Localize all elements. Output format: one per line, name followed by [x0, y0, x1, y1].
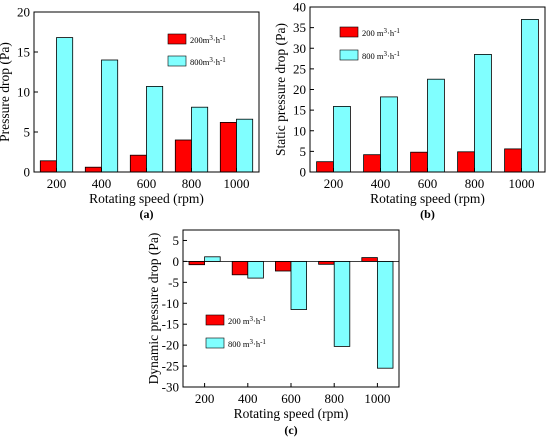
x-tick-label: 1000 [224, 176, 250, 191]
y-axis-label: Pressure drop (Pa) [0, 42, 12, 142]
x-tick-label: 400 [92, 176, 112, 191]
bar-series2-600 [146, 86, 164, 173]
chart-panel-1: 0 5 10 15 20 200 400 600 800 1000 Rotating speed (… [0, 5, 260, 221]
bar-series2-800 [191, 106, 209, 173]
x-tick-label: 200 [324, 176, 344, 191]
y-tick-label: 15 [17, 45, 30, 60]
y-tick-label: -10 [162, 296, 179, 311]
legend-swatch-1 [167, 33, 187, 45]
y-tick-label: 30 [293, 41, 306, 56]
bar-series1-800 [174, 139, 192, 173]
x-tick-label: 800 [324, 391, 344, 406]
bar-series1-200 [188, 260, 206, 266]
x-tick-label: 200 [47, 176, 67, 191]
y-axis-label: Static pressure drop (Pa) [273, 23, 288, 156]
y-tick-label: 10 [17, 85, 30, 100]
x-tick-label: 400 [371, 176, 391, 191]
bar-series1-600 [274, 260, 292, 272]
bar-series2-200 [56, 37, 74, 173]
y-tick-label: -15 [162, 317, 179, 332]
panel-tag: (c) [284, 423, 297, 437]
legend-label-2: 800 m3​·h-1​ [362, 50, 400, 61]
x-tick-label: 200 [195, 391, 215, 406]
bar-series1-1000 [219, 122, 237, 173]
y-tick-label: 20 [293, 82, 306, 97]
bar-series1-1000 [361, 257, 378, 262]
bar-series2-200 [333, 106, 351, 173]
legend-swatch-1 [205, 314, 225, 326]
y-tick-label: 20 [17, 5, 30, 20]
bar-series1-400 [84, 166, 102, 173]
x-tick-label: 400 [238, 391, 258, 406]
y-tick-label: 10 [293, 123, 306, 138]
bar-series1-400 [363, 154, 381, 173]
y-tick-label: 5 [300, 144, 307, 159]
chart-panel-3: -30 -25 -20 -15 -10 -5 0 5 200 400 600 800 1000 Rotat… [146, 229, 400, 437]
bar-series1-200 [316, 161, 334, 173]
bar-series2-1000 [376, 260, 394, 369]
x-axis-label: Rotating speed (rpm) [89, 191, 204, 206]
legend-swatch-2 [339, 49, 359, 61]
bar-series2-200 [204, 256, 221, 262]
y-tick-label: -25 [162, 359, 179, 374]
legend-label-1: 200m3​·h-1​ [190, 34, 226, 45]
x-axis-label: Rotating speed (rpm) [370, 191, 485, 206]
bar-series1-800 [318, 260, 335, 265]
x-axis-label: Rotating speed (rpm) [234, 406, 349, 421]
panel-tag: (a) [140, 207, 154, 221]
bar-series2-600 [290, 260, 308, 310]
legend-swatch-2 [205, 337, 225, 349]
y-tick-label: -20 [162, 338, 179, 353]
y-axis-label: Dynamic pressure drop (Pa) [146, 233, 161, 385]
bar-series1-200 [39, 160, 57, 173]
bar-series2-1000 [521, 18, 539, 173]
y-tick-label: 25 [293, 61, 306, 76]
x-tick-label: 1000 [364, 391, 390, 406]
x-tick-label: 1000 [509, 176, 535, 191]
bar-series2-1000 [236, 118, 254, 173]
bar-series2-800 [474, 54, 492, 173]
chart-panel-2: 0 5 10 15 20 25 30 35 40 200 400 600 800 1000 Rotating… [273, 0, 546, 221]
bar-series2-400 [101, 59, 119, 173]
bar-series2-800 [333, 260, 351, 347]
legend-label-2: 800 m3​·h-1​ [228, 338, 266, 349]
bar-series1-800 [457, 151, 475, 173]
bar-series2-400 [247, 260, 264, 279]
x-tick-label: 600 [137, 176, 157, 191]
legend-label-2: 800m3​·h-1​ [190, 56, 226, 67]
bar-series1-600 [129, 154, 147, 173]
x-tick-label: 600 [418, 176, 438, 191]
y-tick-label: 0 [173, 254, 180, 269]
bar-series1-600 [410, 151, 428, 173]
x-tick-label: 800 [182, 176, 202, 191]
y-tick-label: 0 [300, 165, 307, 180]
bar-series2-600 [427, 78, 445, 173]
legend-swatch-1 [339, 26, 359, 38]
y-tick-label: -5 [168, 275, 179, 290]
x-tick-label: 800 [465, 176, 485, 191]
panel-tag: (b) [420, 207, 435, 221]
bar-series1-1000 [504, 148, 522, 173]
y-tick-label: 15 [293, 103, 306, 118]
y-tick-label: 5 [24, 125, 31, 140]
y-tick-label: 35 [293, 20, 306, 35]
legend-label-1: 200 m3​·h-1​ [228, 315, 266, 326]
x-tick-label: 600 [281, 391, 301, 406]
y-tick-label: 5 [173, 233, 180, 248]
bar-series1-400 [231, 260, 249, 276]
legend-label-1: 200 m3​·h-1​ [362, 27, 400, 38]
legend-swatch-2 [167, 55, 187, 67]
y-tick-label: 0 [24, 165, 31, 180]
y-tick-label: -30 [162, 380, 179, 395]
y-tick-label: 40 [293, 0, 306, 15]
bar-series2-400 [380, 96, 398, 173]
